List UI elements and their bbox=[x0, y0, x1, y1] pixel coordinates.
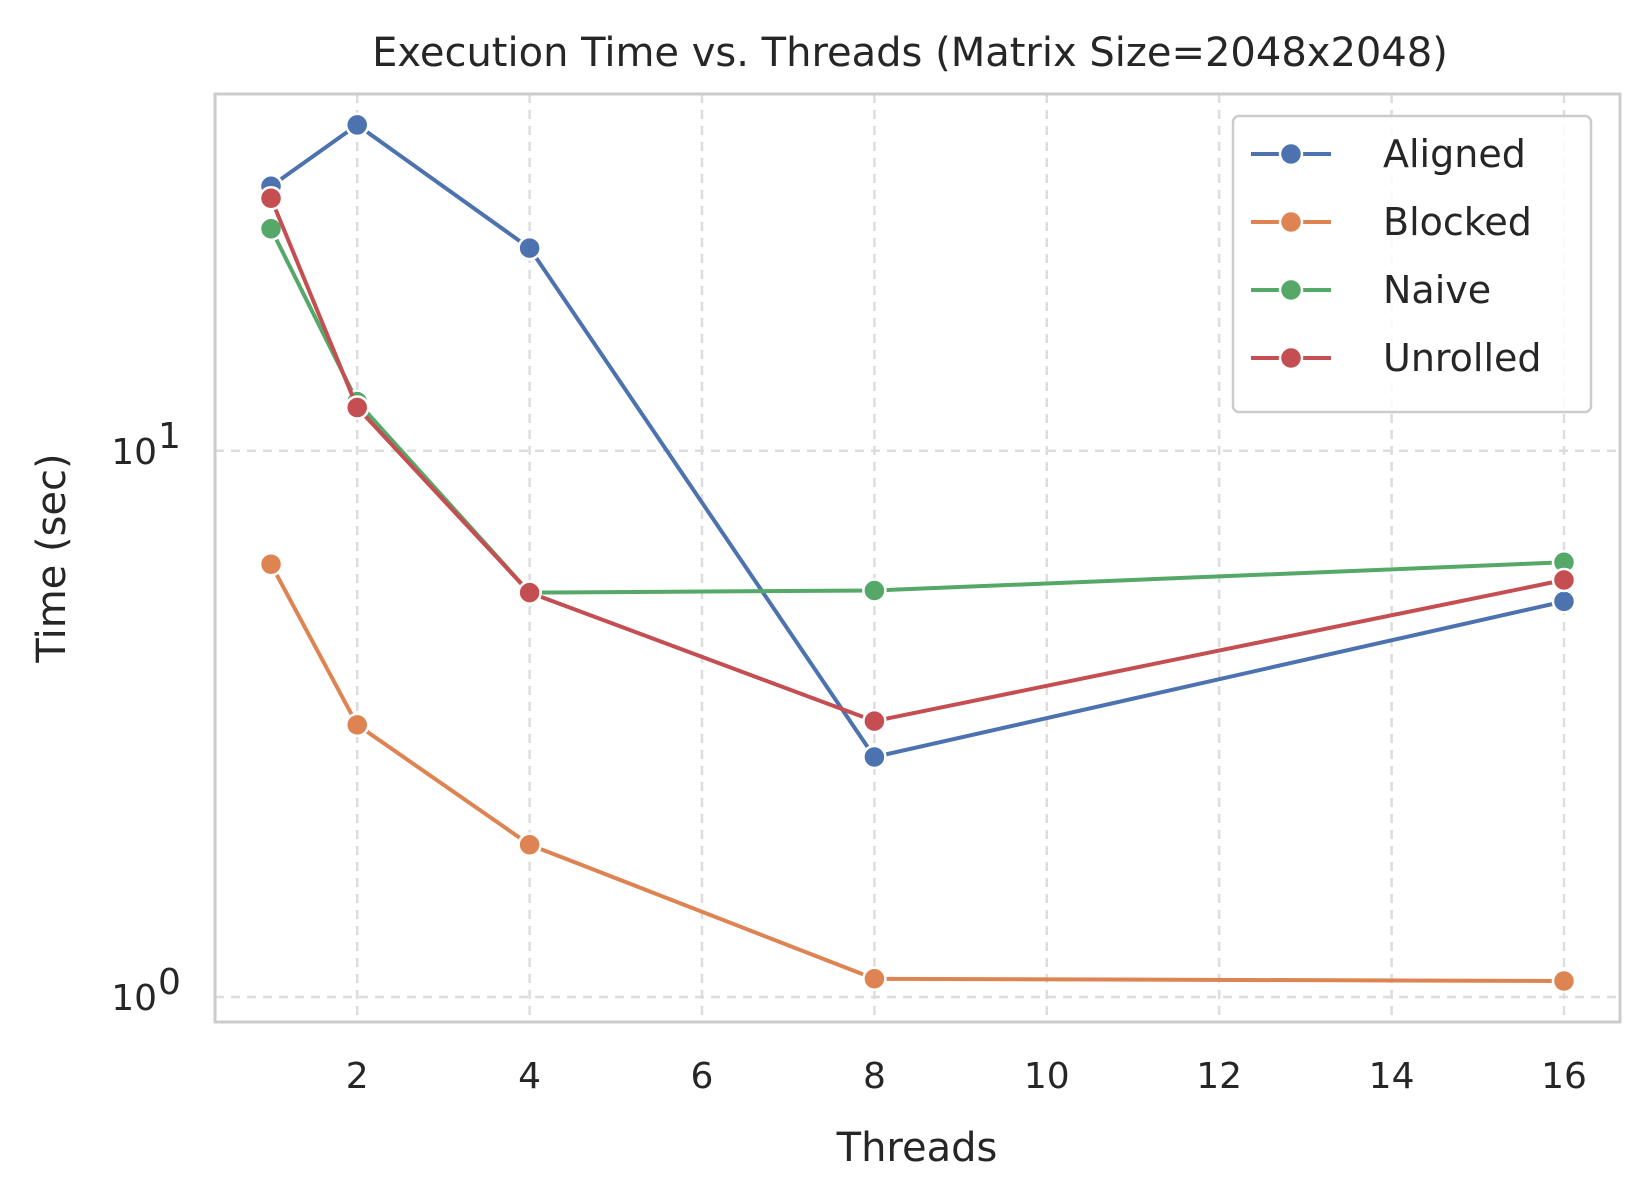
data-point-blocked bbox=[344, 712, 370, 738]
y-tick-exponent: 0 bbox=[158, 962, 181, 1003]
legend-box bbox=[1231, 114, 1593, 414]
data-point-aligned bbox=[862, 744, 887, 770]
x-tick-label: 2 bbox=[346, 1056, 369, 1097]
data-point-unrolled bbox=[1551, 567, 1577, 593]
data-point-unrolled bbox=[517, 580, 542, 605]
data-point-aligned bbox=[1551, 589, 1577, 614]
chart-title: Execution Time vs. Threads (Matrix Size=… bbox=[372, 30, 1448, 76]
data-point-blocked bbox=[862, 966, 887, 992]
series-blocked bbox=[258, 551, 1577, 994]
legend-item-blocked: Blocked bbox=[1251, 200, 1532, 244]
data-point-unrolled bbox=[258, 185, 284, 211]
data-point-unrolled bbox=[862, 708, 887, 734]
data-point-aligned bbox=[344, 112, 370, 138]
grid-layer bbox=[215, 94, 1620, 1022]
legend-label: Aligned bbox=[1383, 132, 1526, 176]
data-point-unrolled bbox=[344, 395, 370, 420]
y-tick-exponent: 1 bbox=[158, 416, 181, 457]
data-point-blocked bbox=[1551, 968, 1577, 994]
data-point-naive bbox=[862, 578, 887, 603]
y-axis-label: Time (sec) bbox=[29, 453, 75, 663]
data-point-aligned bbox=[517, 235, 542, 261]
x-tick-label: 14 bbox=[1369, 1056, 1415, 1097]
series-unrolled bbox=[258, 185, 1577, 734]
plot-frame bbox=[213, 92, 1622, 1024]
x-tick-label: 8 bbox=[863, 1056, 886, 1097]
legend-item-unrolled: Unrolled bbox=[1251, 336, 1542, 380]
legend-label: Unrolled bbox=[1383, 336, 1542, 380]
y-tick-label: 10 bbox=[111, 978, 157, 1019]
legend-label: Blocked bbox=[1383, 200, 1532, 244]
legend-label: Naive bbox=[1383, 268, 1491, 312]
x-tick-label: 12 bbox=[1196, 1056, 1242, 1097]
x-tick-label: 6 bbox=[691, 1056, 714, 1097]
data-point-blocked bbox=[517, 832, 542, 857]
y-tick-label: 10 bbox=[111, 432, 157, 473]
x-tick-label: 16 bbox=[1541, 1056, 1587, 1097]
legend-item-naive: Naive bbox=[1251, 268, 1491, 312]
legend-swatch-marker bbox=[1278, 345, 1304, 371]
x-tick-label: 4 bbox=[518, 1056, 541, 1097]
legend-swatch-marker bbox=[1278, 277, 1304, 303]
legend-swatch-marker bbox=[1278, 209, 1304, 235]
legend-item-aligned: Aligned bbox=[1251, 132, 1526, 176]
data-point-blocked bbox=[258, 551, 284, 577]
legend: Aligned Blocked Naive Unrolled bbox=[1231, 114, 1593, 414]
legend-swatch-marker bbox=[1278, 141, 1304, 167]
x-axis-label: Threads bbox=[836, 1125, 998, 1171]
series-layer bbox=[258, 112, 1577, 994]
x-tick-label: 10 bbox=[1024, 1056, 1070, 1097]
